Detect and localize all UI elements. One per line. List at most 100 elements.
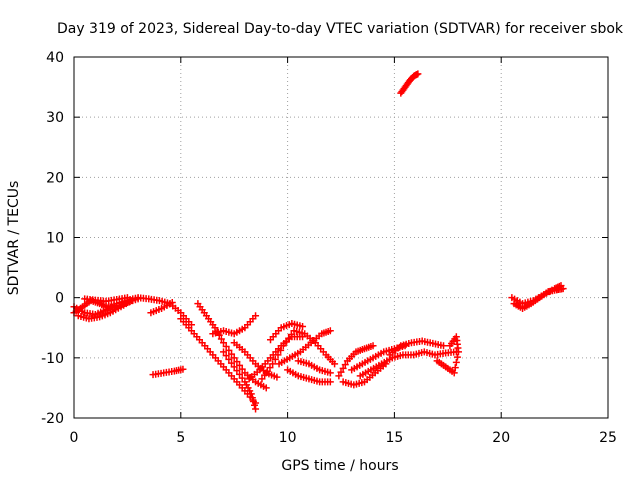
y-tick-label: -10	[41, 351, 64, 367]
data-point	[326, 378, 334, 386]
data-point	[450, 369, 458, 377]
data-point	[451, 364, 459, 372]
data-point	[228, 350, 236, 358]
track-t6	[149, 365, 187, 379]
data-point	[274, 351, 282, 359]
data-point	[269, 360, 277, 368]
x-tick-label: 0	[70, 430, 79, 446]
track-t3	[74, 297, 136, 323]
data-point	[337, 368, 345, 376]
data-point	[222, 352, 230, 360]
data-point	[326, 327, 334, 335]
data-point	[249, 397, 257, 405]
data-point	[263, 367, 271, 375]
track-t20	[348, 342, 409, 374]
data-point	[285, 334, 293, 342]
data-point	[217, 335, 225, 343]
data-point	[271, 355, 279, 363]
data-point	[230, 363, 238, 371]
data-point	[233, 367, 241, 375]
y-axis-ticks: -20 -10 0 10 20 30 40	[41, 50, 608, 427]
data-point	[230, 354, 238, 362]
x-axis-label: GPS time / hours	[281, 458, 398, 474]
x-axis-ticks: 0 5 10 15 20 25	[70, 57, 617, 446]
track-t21	[356, 348, 460, 380]
data-point	[225, 355, 233, 363]
data-point	[414, 70, 422, 78]
data-point	[279, 342, 287, 350]
data-point	[248, 394, 256, 402]
track-t22	[386, 337, 448, 359]
data-point	[287, 331, 295, 339]
data-point	[452, 358, 460, 366]
x-tick-label: 25	[599, 430, 617, 446]
data-point	[250, 401, 258, 409]
y-tick-label: 30	[46, 110, 64, 126]
track-t11	[230, 339, 281, 381]
track-t26	[510, 285, 567, 312]
data-points	[70, 70, 567, 413]
data-point	[282, 338, 290, 346]
data-point	[236, 361, 244, 369]
track-t14	[267, 320, 307, 344]
grid-lines	[74, 57, 608, 418]
track-t16	[284, 366, 334, 386]
data-point	[266, 364, 274, 372]
data-point	[335, 372, 343, 380]
data-point	[123, 294, 131, 302]
data-point	[261, 371, 269, 379]
data-point	[369, 342, 377, 350]
chart-title: Day 319 of 2023, Sidereal Day-to-day VTE…	[57, 21, 624, 37]
data-point	[236, 370, 244, 378]
data-point	[277, 346, 285, 354]
y-tick-label: 10	[46, 231, 64, 247]
y-tick-label: 0	[55, 291, 64, 307]
track-t17	[294, 357, 334, 377]
y-axis-label: SDTVAR / TECUs	[6, 181, 22, 296]
data-point	[262, 384, 270, 392]
x-tick-label: 15	[385, 430, 403, 446]
data-point	[134, 295, 142, 303]
data-point	[273, 373, 281, 381]
x-tick-label: 20	[492, 430, 510, 446]
data-point	[228, 359, 236, 367]
data-point	[440, 342, 448, 350]
data-point	[233, 358, 241, 366]
y-tick-label: -20	[41, 411, 64, 427]
data-point	[252, 312, 260, 320]
data-point	[128, 297, 136, 305]
track-t15	[275, 327, 334, 368]
data-point	[446, 342, 454, 350]
track-t24	[397, 70, 422, 97]
track-t10	[220, 348, 260, 413]
data-point	[559, 285, 567, 293]
data-point	[238, 365, 246, 373]
y-tick-label: 20	[46, 170, 64, 186]
track-t8	[194, 300, 270, 392]
data-point	[179, 365, 187, 373]
track-t5	[147, 298, 176, 317]
x-tick-label: 10	[279, 430, 297, 446]
data-point	[453, 353, 461, 361]
track-t4	[81, 294, 131, 305]
track-t9	[209, 312, 260, 338]
data-point	[238, 374, 246, 382]
data-point	[258, 375, 266, 383]
x-tick-label: 5	[176, 430, 185, 446]
data-point	[331, 360, 339, 368]
data-point	[168, 298, 176, 306]
data-point	[220, 339, 228, 347]
track-t23	[433, 333, 462, 377]
data-point	[220, 348, 228, 356]
data-point	[326, 369, 334, 377]
data-point	[222, 343, 230, 351]
y-tick-label: 40	[46, 50, 64, 66]
data-point	[339, 364, 347, 372]
track-t18	[335, 342, 377, 380]
data-point	[247, 390, 255, 398]
data-point	[299, 323, 307, 331]
data-point	[252, 405, 260, 413]
data-point	[225, 346, 233, 354]
data-point	[341, 361, 349, 369]
